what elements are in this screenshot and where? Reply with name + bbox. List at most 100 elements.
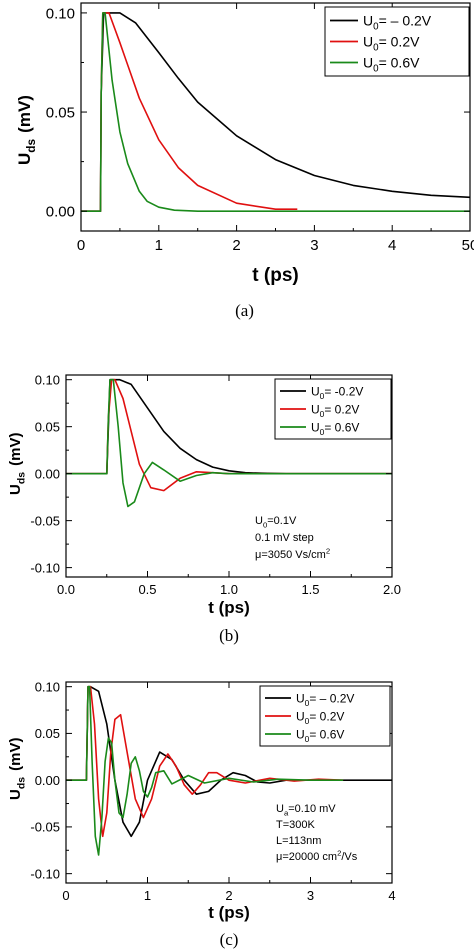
chart-b-y-tick-label: -0.05 [30,513,60,528]
chart-b-annotation-line: U0=0.1V [255,515,297,529]
chart-b-annotation-line: 0.1 mV step [255,532,314,544]
chart-c-annotation-line: Ua=0.10 mV [276,803,336,817]
chart-a-x-tick-label: 0 [77,237,85,254]
chart-a-legend-label-rest: = 0.2V [379,34,421,50]
chart-c-y-axis-label-unit: (mV) [7,738,24,771]
chart-b-x-tick-label: 1.0 [220,582,238,597]
chart-c-legend-label: U0= – 0.2V [296,691,354,708]
chart-a-legend-label-sub: 0 [373,43,379,54]
chart-c-x-tick-label: 1 [144,888,151,903]
chart-c-y-tick-label: 0.05 [35,726,60,741]
chart-b-legend-label-rest: = 0.2V [324,402,359,416]
chart-c-legend-label-sub: 0 [305,716,310,726]
chart-a-y-tick-label: 0.00 [46,204,75,221]
chart-c-y-axis-label-main: U [7,789,24,800]
chart-b-annotation-part: U [255,515,263,527]
chart-b-annotation-line: μ=3050 Vs/cm2 [255,547,330,561]
chart-c-legend-label: U0= 0.2V [296,709,344,726]
chart-c-y-tick-label: -0.05 [30,820,60,835]
chart-b-y-tick-label: 0.00 [35,466,60,481]
chart-a-legend-label-main: U [363,13,373,29]
chart-a-legend-label-rest: = – 0.2V [379,13,432,29]
chart-b-y-tick-label: 0.05 [35,419,60,434]
chart-c-legend-label-sub: 0 [305,698,310,708]
chart-c-caption: (c) [220,930,239,949]
chart-c-y-tick-label: 0.00 [35,773,60,788]
chart-b-y-tick-label: -0.10 [30,560,60,575]
chart-a-x-tick-label: 2 [232,237,240,254]
chart-b-x-axis-label: t (ps) [208,598,250,617]
chart-a-y-axis-label-sub: ds [24,138,38,152]
chart-b-annotation-part: =0.1V [267,515,297,527]
chart-a-caption: (a) [235,301,254,320]
chart-b-y-axis-label: Uds (mV) [7,433,28,495]
chart-a-series-2-line [81,12,298,212]
chart-c-annotation-part: T=300K [276,819,315,831]
chart-b-legend-label: U0= 0.6V [311,420,359,437]
chart-c-x-tick-label: 3 [307,888,314,903]
chart-c: 0 1 2 3 4 -0.10 -0.05 0.00 0.05 0.10 t (ps) Uds (mV)… [7,679,396,949]
chart-c-annotation-line: L=113nm [276,835,321,847]
chart-c-legend-label-rest: = 0.2V [309,709,344,723]
chart-b-legend-label: U0= 0.2V [311,402,359,419]
chart-c-y-axis-label-sub: ds [16,777,28,789]
chart-c-legend-label-main: U [296,727,305,741]
chart-a-legend-label-rest: = 0.6V [379,55,421,71]
chart-b-y-axis-label-unit: (mV) [7,433,24,466]
chart-a-y-tick-label: 0.10 [46,5,75,22]
chart-a-legend-label-main: U [363,55,373,71]
chart-a-legend-label: U0= – 0.2V [363,13,432,33]
chart-b-x-tick-label: 1.5 [301,582,319,597]
chart-b-legend-label-sub: 0 [320,391,325,401]
chart-a-y-axis-label-main: U [15,153,34,165]
chart-a-legend-label-main: U [363,34,373,50]
chart-b-x-tick-label: 0.5 [138,582,156,597]
chart-c-annotation-part: /Vs [341,851,357,863]
chart-c-annotation-part: U [276,803,284,815]
chart-c-annotation-part: a [284,808,289,817]
chart-c-legend-label-sub: 0 [305,734,310,744]
chart-c-legend-label-main: U [296,709,305,723]
chart-a-y-tick-label: 0.05 [46,104,75,121]
chart-c-x-axis-label: t (ps) [208,903,250,922]
chart-c-annotation-part: =0.10 mV [288,803,336,815]
chart-b-annotation-part: 0 [263,520,267,529]
chart-b-annotation-part: 0.1 mV step [255,532,314,544]
chart-c-y-tick-label: -0.10 [30,866,60,881]
chart-a-y-axis-label: Uds (mV) [15,95,38,165]
chart-a-legend-label-sub: 0 [373,64,379,75]
chart-a-legend-label-sub: 0 [373,22,379,33]
chart-c-legend-label-main: U [296,691,305,705]
chart-b-legend-label-sub: 0 [320,409,325,419]
chart-b-y-axis-label-sub: ds [16,472,28,484]
chart-b-legend-label-rest: = -0.2V [324,384,363,398]
chart-b-annotation-part: μ=3050 Vs/cm [255,549,326,561]
chart-c-annotation-part: μ=20000 cm [276,851,337,863]
chart-b-x-tick-label: 2.0 [383,582,401,597]
chart-b-y-axis-label-main: U [7,484,24,495]
chart-c-y-axis-label: Uds (mV) [7,738,28,800]
chart-a: 01234500.000.050.10t (ps)Uds(mV)U0= – 0.… [15,2,474,320]
chart-c-legend-label-rest: = 0.6V [309,727,344,741]
chart-a-x-tick-label: 50 [462,237,474,254]
chart-c-y-tick-label: 0.10 [35,679,60,694]
chart-a-x-tick-label: 4 [388,237,396,254]
chart-a-y-axis-label-unit: (mV) [15,95,34,133]
chart-b-legend-label-sub: 0 [320,427,325,437]
chart-a-series-3-line [81,12,470,212]
chart-b-legend-label-main: U [311,420,320,434]
chart-c-x-tick-label: 0 [62,888,69,903]
chart-b-legend-label-main: U [311,402,320,416]
chart-a-x-axis-label: t (ps) [252,265,298,286]
chart-c-x-tick-label: 4 [388,888,395,903]
chart-b-legend-label-main: U [311,384,320,398]
chart-a-x-tick-label: 3 [310,237,318,254]
chart-a-x-tick-label: 1 [155,237,163,254]
chart-c-annotation-line: μ=20000 cm2/Vs [276,849,358,863]
chart-a-legend-label: U0= 0.2V [363,34,420,54]
chart-b-caption: (b) [219,626,239,645]
chart-b-x-tick-label: 0.0 [57,582,75,597]
chart-c-annotation-part: 2 [337,849,341,858]
chart-c-annotation-part: L=113nm [276,835,321,847]
